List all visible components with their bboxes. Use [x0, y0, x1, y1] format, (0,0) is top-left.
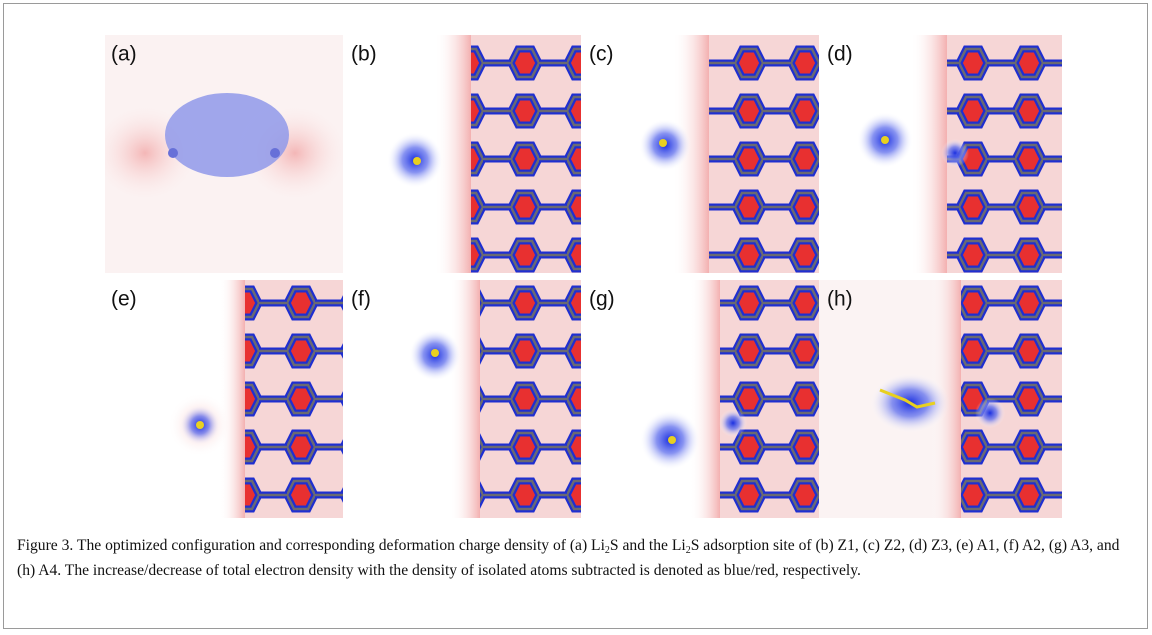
panel-a: (a): [105, 35, 355, 273]
page: {"figure": { "panels": [{"label": "(a)"}…: [0, 0, 1152, 635]
panel-label: (f): [351, 288, 371, 311]
panel-label: (d): [827, 43, 853, 66]
panel-d: (d): [819, 35, 1062, 273]
panel-label: (h): [827, 288, 853, 311]
panel-label: (a): [111, 43, 137, 66]
panel-g: (g): [581, 280, 819, 518]
panel-label: (g): [589, 288, 615, 311]
caption-text: Figure 3. The optimized configuration an…: [17, 537, 605, 554]
panel-label: (c): [589, 43, 614, 66]
panel-b: (b): [343, 35, 581, 273]
figure-caption: Figure 3. The optimized configuration an…: [17, 536, 1129, 581]
panel-label: (e): [111, 288, 137, 311]
panel-f: (f): [343, 280, 581, 518]
panel-h: (h): [819, 280, 1062, 518]
panel-e: (e): [105, 280, 343, 518]
caption-text: S and the Li: [610, 537, 686, 554]
panel-c: (c): [581, 35, 819, 273]
figure-image: (a) (b) (c) (d) (e) (f): [105, 35, 1065, 521]
panel-label: (b): [351, 43, 377, 66]
